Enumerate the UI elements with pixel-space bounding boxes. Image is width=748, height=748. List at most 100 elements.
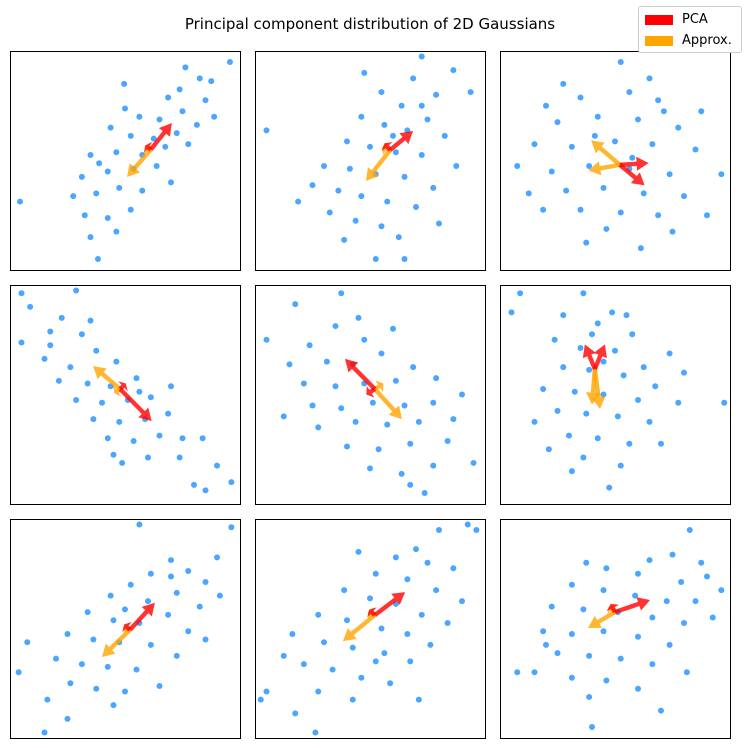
data-point — [649, 661, 656, 668]
data-point — [55, 377, 62, 384]
data-point — [110, 451, 117, 458]
approx-arrow — [93, 366, 122, 391]
data-point — [70, 193, 77, 200]
data-point — [594, 435, 601, 442]
subplot-1 — [10, 51, 241, 271]
data-point — [617, 209, 624, 216]
data-point — [418, 102, 425, 109]
data-point — [185, 141, 192, 148]
data-point — [554, 119, 561, 126]
data-point — [27, 303, 34, 310]
data-point — [147, 641, 154, 648]
data-point — [104, 663, 111, 670]
data-point — [669, 228, 676, 235]
data-point — [165, 410, 172, 417]
data-point — [136, 521, 143, 528]
data-point — [202, 578, 209, 585]
data-point — [548, 168, 555, 175]
data-point — [344, 138, 350, 145]
data-point — [424, 559, 431, 566]
data-point — [666, 350, 673, 357]
approx-arrow — [373, 380, 384, 393]
data-point — [612, 347, 618, 354]
data-point — [369, 399, 376, 406]
data-point — [87, 152, 94, 159]
data-point — [67, 364, 74, 371]
data-point — [315, 611, 322, 618]
data-point — [136, 113, 143, 120]
data-point — [113, 228, 120, 235]
pca-arrow — [366, 385, 377, 398]
subplot-5 — [255, 285, 486, 505]
data-point — [372, 658, 379, 665]
data-point — [441, 132, 448, 139]
data-point — [583, 410, 590, 417]
data-point — [122, 606, 128, 613]
data-point — [179, 435, 186, 442]
data-point — [18, 290, 25, 297]
data-point — [704, 573, 710, 580]
data-point — [655, 212, 662, 219]
approx-arrow — [373, 387, 402, 420]
data-point — [436, 526, 442, 533]
data-point — [459, 391, 465, 398]
data-point — [329, 666, 336, 673]
data-point — [162, 143, 169, 150]
approx-arrow — [587, 610, 617, 628]
data-point — [586, 162, 593, 169]
data-point — [646, 557, 653, 564]
legend-entry-approx: Approx. — [645, 33, 732, 48]
data-point — [361, 336, 368, 343]
data-point — [649, 614, 656, 621]
pca-arrow — [592, 344, 607, 370]
legend-label-approx: Approx. — [682, 33, 732, 48]
legend: PCA Approx. — [638, 6, 742, 53]
data-point — [168, 557, 174, 564]
pca-arrow — [118, 381, 128, 392]
data-point — [531, 669, 538, 676]
data-point — [718, 171, 725, 178]
data-point — [199, 435, 206, 442]
data-point — [637, 245, 644, 252]
data-point — [84, 609, 91, 616]
data-point — [84, 380, 91, 387]
data-point — [81, 212, 88, 219]
data-point — [378, 89, 385, 96]
data-point — [216, 592, 223, 599]
data-point — [591, 132, 598, 139]
data-point — [666, 171, 673, 178]
data-point — [191, 481, 197, 488]
data-point — [107, 124, 114, 131]
data-point — [372, 570, 379, 577]
approx-arrow — [113, 385, 122, 397]
data-point — [418, 152, 425, 159]
data-point — [127, 581, 134, 588]
data-point — [78, 173, 85, 180]
data-point — [315, 688, 322, 695]
data-point — [390, 325, 396, 332]
data-point — [110, 702, 117, 709]
data-point — [104, 168, 111, 175]
data-point — [73, 396, 80, 403]
data-point — [96, 160, 103, 167]
data-point — [378, 223, 385, 230]
data-point — [629, 154, 636, 161]
data-point — [292, 710, 299, 717]
data-point — [433, 91, 440, 98]
data-point — [623, 312, 630, 319]
data-point — [450, 416, 457, 423]
subplot-frame — [500, 519, 731, 739]
legend-patch-approx — [645, 35, 673, 46]
data-point — [415, 696, 422, 703]
pca-arrow — [149, 122, 172, 151]
subplot-frame — [255, 51, 486, 271]
data-point — [704, 212, 710, 219]
data-point — [600, 587, 607, 594]
data-point — [168, 383, 174, 390]
data-point — [617, 462, 624, 469]
data-point — [407, 481, 414, 488]
data-point — [606, 484, 613, 491]
data-point — [560, 364, 567, 371]
pca-arrow — [614, 597, 651, 615]
